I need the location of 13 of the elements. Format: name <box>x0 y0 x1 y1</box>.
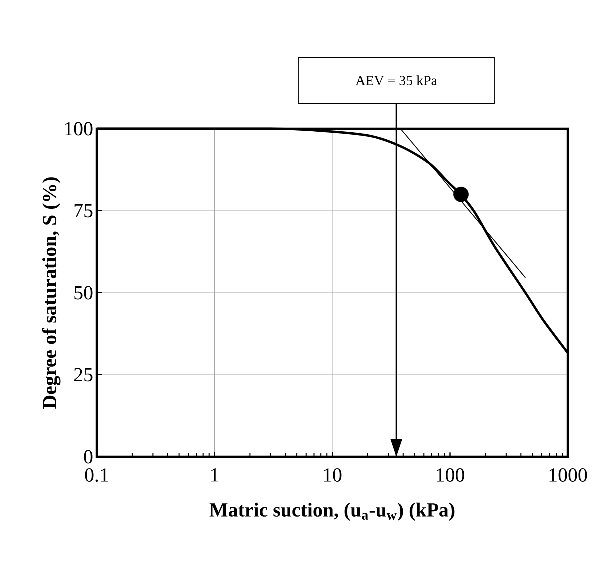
x-axis-title: Matric suction, (u$_{a}$-u$_{w}$) (kPa) <box>210 502 455 521</box>
y-tick-label: 75 <box>74 204 93 218</box>
x-tick-label: 0.1 <box>85 468 108 482</box>
y-tick-label: 25 <box>74 368 93 382</box>
x-tick-label: 100 <box>437 468 464 482</box>
x-tick-label: 1000 <box>550 468 588 482</box>
y-tick-label: 0 <box>84 450 93 464</box>
ref-line-label: AEV = 35 kPa <box>356 76 438 86</box>
x-tick-label: 1 <box>212 468 219 482</box>
y-axis-title: Degree of saturation, S (%) <box>42 178 61 409</box>
y-tick-label: 50 <box>74 286 93 300</box>
y-tick-label: 100 <box>65 122 93 136</box>
x-tick-label: 10 <box>324 468 342 482</box>
